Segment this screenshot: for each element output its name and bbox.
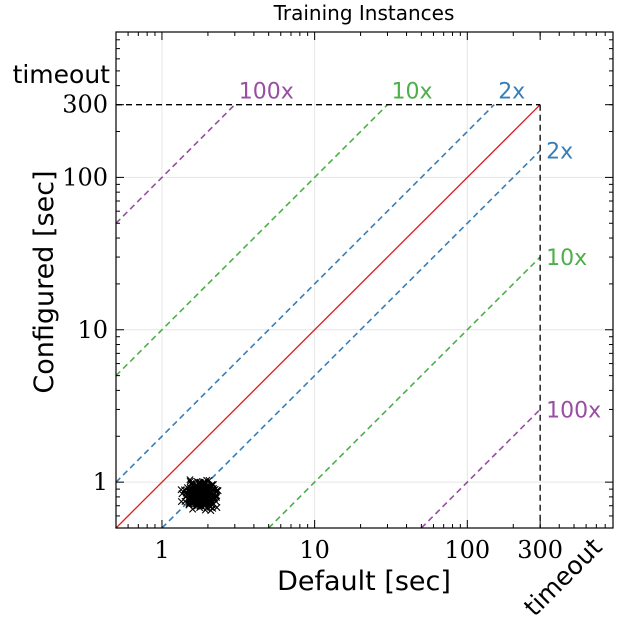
data-point [205, 476, 213, 485]
x-tick-label: 100 [444, 536, 490, 564]
data-point [213, 486, 221, 494]
ratio-label-10x-above: 10x [391, 80, 432, 105]
y-tick-label: 10 [77, 316, 108, 344]
ratio-line-2x-above [116, 104, 495, 483]
y-tick-label: 100 [62, 163, 108, 191]
plot-frame [115, 31, 614, 529]
data-point [211, 485, 219, 494]
ratio-labels: 2x 2x 10x 10x 100x 100x [239, 80, 601, 424]
data-point [196, 498, 204, 506]
data-point [207, 484, 215, 492]
x-tick-label: 300 [517, 536, 563, 564]
axis-ticks: 1 10 100 300 1 10 100 300 [62, 31, 614, 564]
ratio-line-10x-above [116, 104, 389, 377]
data-point [210, 495, 218, 503]
identity-line [116, 104, 541, 528]
data-point [213, 503, 221, 512]
ratio-label-2x-above: 2x [498, 80, 525, 105]
ratio-line-100x-above [116, 104, 236, 224]
chart-title: Training Instances [273, 1, 455, 25]
data-point [186, 476, 194, 484]
data-point [194, 483, 202, 492]
data-point [196, 489, 204, 497]
x-axis-label: Default [sec] [277, 566, 451, 597]
data-point [190, 490, 198, 498]
ratio-line-100x-below [420, 408, 541, 528]
data-point [177, 497, 185, 506]
timeout-lines [116, 104, 541, 528]
y-tick-label: 1 [93, 468, 108, 496]
y-tick-label: 300 [62, 91, 108, 119]
data-point [188, 499, 197, 507]
y-axis-label: Configured [sec] [29, 170, 60, 393]
ratio-label-100x-below: 100x [546, 398, 601, 423]
timeout-label-y: timeout [13, 60, 111, 89]
ratio-line-10x-below [268, 256, 541, 528]
data-point [178, 490, 186, 498]
ratio-label-2x-below: 2x [546, 140, 573, 165]
x-tick-label: 1 [154, 536, 169, 564]
x-tick-label: 10 [299, 536, 330, 564]
ratio-label-100x-above: 100x [239, 80, 294, 105]
ratio-line-2x-below [161, 149, 541, 528]
data-point [206, 503, 214, 511]
data-points [177, 476, 222, 515]
ratio-lines [116, 104, 541, 528]
ratio-label-10x-below: 10x [546, 246, 587, 271]
